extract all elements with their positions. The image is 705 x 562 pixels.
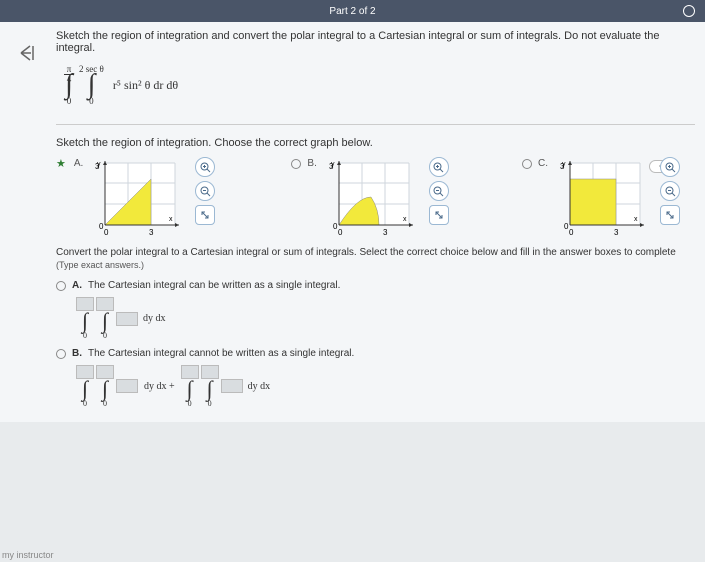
option-a[interactable]: ★ A. 3y 00 3x <box>56 157 291 237</box>
expand-icon[interactable] <box>429 205 449 225</box>
footer-text: my instructor <box>2 550 54 560</box>
svg-text:x: x <box>169 216 173 223</box>
expand-icon[interactable] <box>195 205 215 225</box>
dy-dx-b2: dy dx <box>248 381 271 392</box>
radio-b[interactable] <box>291 159 301 169</box>
choice-a-text: The Cartesian integral can be written as… <box>88 280 340 291</box>
option-c-label: C. <box>538 158 548 169</box>
graph-options-row: ★ A. 3 y 0 0 3 x <box>56 157 695 237</box>
radio-choice-a[interactable] <box>56 281 66 291</box>
input-box[interactable] <box>221 379 243 393</box>
zoom-out-icon[interactable] <box>660 181 680 201</box>
input-box[interactable] <box>116 379 138 393</box>
choice-b-text: The Cartesian integral cannot be written… <box>88 348 354 359</box>
svg-text:0: 0 <box>569 228 574 237</box>
radio-choice-b[interactable] <box>56 349 66 359</box>
choice-a-integral: ∫0 ∫0 dy dx <box>76 297 695 340</box>
option-b[interactable]: B. 3y 00 3x <box>291 157 522 237</box>
convert-prompt: Convert the polar integral to a Cartesia… <box>56 247 695 258</box>
svg-text:y: y <box>97 161 101 168</box>
option-c[interactable]: C. 3y 00 3x <box>522 157 695 237</box>
svg-text:y: y <box>562 161 566 168</box>
zoom-out-icon[interactable] <box>195 181 215 201</box>
topbar: Part 2 of 2 <box>0 0 705 22</box>
radio-c[interactable] <box>522 159 532 169</box>
zoom-in-icon[interactable] <box>195 157 215 177</box>
sketch-prompt: Sketch the region of integration. Choose… <box>56 137 695 149</box>
graph-b: 3y 00 3x <box>327 159 417 237</box>
svg-text:x: x <box>634 216 638 223</box>
svg-text:3: 3 <box>149 228 154 237</box>
dy-dx-b1: dy dx + <box>144 381 175 392</box>
svg-text:3: 3 <box>614 228 619 237</box>
back-arrow-icon[interactable] <box>18 44 38 62</box>
question-text: Sketch the region of integration and con… <box>56 30 695 54</box>
star-icon: ★ <box>56 157 66 170</box>
choice-b-label: B. <box>72 348 82 359</box>
choice-a[interactable]: A. The Cartesian integral can be written… <box>56 280 695 291</box>
divider <box>56 124 695 125</box>
graph-a: 3y 00 3x <box>93 159 183 237</box>
option-a-label: A. <box>74 158 83 169</box>
svg-text:x: x <box>403 216 407 223</box>
content-area: Sketch the region of integration and con… <box>0 22 705 422</box>
choice-b-integral: ∫0 ∫0 dy dx + ∫0 ∫0 dy dx <box>76 365 695 408</box>
part-label: Part 2 of 2 <box>329 6 375 17</box>
choice-a-label: A. <box>72 280 82 291</box>
convert-hint: (Type exact answers.) <box>56 260 695 270</box>
input-box[interactable] <box>116 312 138 326</box>
integrand: r⁵ sin² θ dr dθ <box>113 78 178 93</box>
integral-expression: π 4 ∫ 0 2 sec θ ∫ 0 r⁵ sin² θ dr dθ <box>64 64 695 106</box>
choice-b[interactable]: B. The Cartesian integral cannot be writ… <box>56 348 695 359</box>
option-b-label: B. <box>307 158 316 169</box>
svg-text:0: 0 <box>338 228 343 237</box>
topbar-status-icon <box>683 5 695 17</box>
dy-dx-a: dy dx <box>143 313 166 324</box>
zoom-in-icon[interactable] <box>660 157 680 177</box>
zoom-out-icon[interactable] <box>429 181 449 201</box>
graph-c: 3y 00 3x <box>558 159 648 237</box>
svg-text:3: 3 <box>383 228 388 237</box>
zoom-in-icon[interactable] <box>429 157 449 177</box>
svg-text:y: y <box>331 161 335 168</box>
svg-text:0: 0 <box>104 228 109 237</box>
expand-icon[interactable] <box>660 205 680 225</box>
